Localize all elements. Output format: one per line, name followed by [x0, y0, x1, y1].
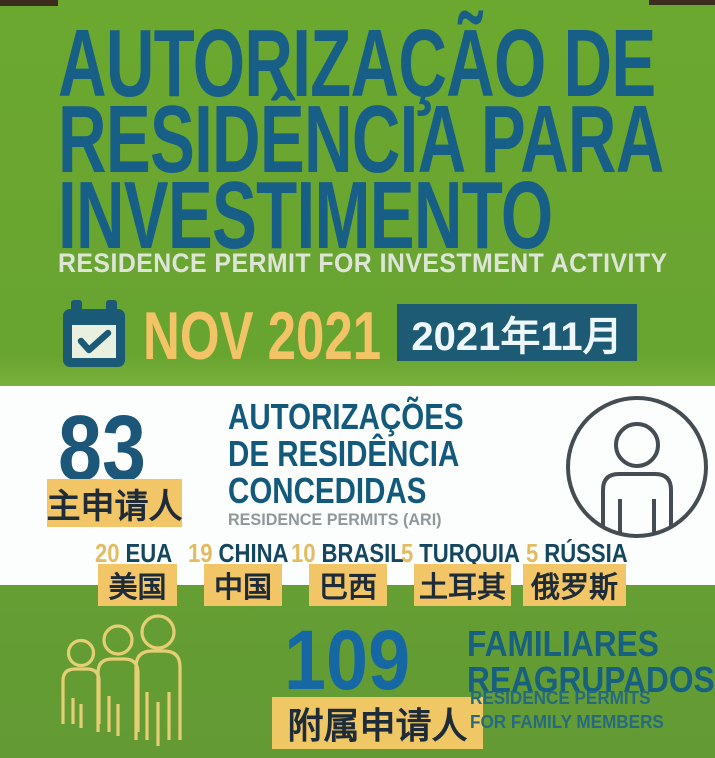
family-title-line-2: REAGRUPADOS: [467, 659, 715, 700]
corner-artifact-left: [0, 0, 58, 6]
family-subtitle-line-2: FOR FAMILY MEMBERS: [470, 712, 664, 732]
person-in-circle-icon: [563, 393, 711, 541]
date-label-en: NOV 2021: [143, 298, 382, 374]
country-name-zh: 巴西: [309, 564, 387, 606]
permits-count-label-zh: 主申请人: [47, 479, 183, 527]
family-count-label-zh: 附属申请人: [272, 697, 483, 749]
family-subtitle: RESIDENCE PERMITS FOR FAMILY MEMBERS: [470, 686, 664, 734]
calendar-check-icon: [62, 300, 126, 368]
permits-title-line-1: AUTORIZAÇÕES: [228, 396, 464, 437]
date-label-zh: 2021年11月: [397, 304, 637, 361]
country-name: EUA: [125, 538, 173, 568]
title-line-1: AUTORIZAÇÃO DE: [58, 10, 656, 117]
family-title-line-1: FAMILIARES: [467, 623, 659, 664]
country-item-brasil: 10 BRASIL: [291, 539, 404, 567]
country-item-eua: 20 EUA: [95, 539, 172, 567]
country-name-zh: 土耳其: [414, 564, 511, 606]
country-count: 10: [291, 538, 316, 568]
permits-subtitle: RESIDENCE PERMITS (ARI): [228, 510, 442, 529]
page-title: AUTORIZAÇÃO DE RESIDÊNCIA PARA INVESTIME…: [58, 10, 664, 269]
country-name-zh: 中国: [204, 564, 282, 606]
country-name-zh: 俄罗斯: [523, 564, 626, 606]
page-subtitle: RESIDENCE PERMIT FOR INVESTMENT ACTIVITY: [58, 248, 668, 278]
country-item-turquia: 5 TURQUIA: [401, 539, 520, 567]
family-group-icon: [48, 612, 194, 754]
country-name: RÚSSIA: [544, 538, 628, 568]
country-count: 19: [188, 538, 213, 568]
country-name: BRASIL: [321, 538, 404, 568]
country-count: 5: [526, 538, 539, 568]
permits-title-line-2: DE RESIDÊNCIA: [228, 433, 460, 474]
family-subtitle-line-1: RESIDENCE PERMITS: [470, 688, 651, 708]
country-item-china: 19 CHINA: [188, 539, 289, 567]
country-name: TURQUIA: [419, 538, 520, 568]
country-count: 20: [95, 538, 120, 568]
corner-artifact-right: [649, 0, 715, 5]
country-name: CHINA: [218, 538, 289, 568]
family-count: 109: [284, 613, 411, 707]
permits-title-line-3: CONCEDIDAS: [228, 470, 427, 511]
country-name-zh: 美国: [98, 564, 177, 606]
family-title: FAMILIARES REAGRUPADOS: [467, 626, 715, 698]
title-line-3: INVESTIMENTO: [58, 162, 553, 269]
header-section: AUTORIZAÇÃO DE RESIDÊNCIA PARA INVESTIME…: [0, 0, 715, 386]
country-count: 5: [401, 538, 414, 568]
country-item-russia: 5 RÚSSIA: [526, 539, 628, 567]
title-line-2: RESIDÊNCIA PARA: [58, 86, 664, 193]
permits-title: AUTORIZAÇÕES DE RESIDÊNCIA CONCEDIDAS: [228, 398, 464, 509]
